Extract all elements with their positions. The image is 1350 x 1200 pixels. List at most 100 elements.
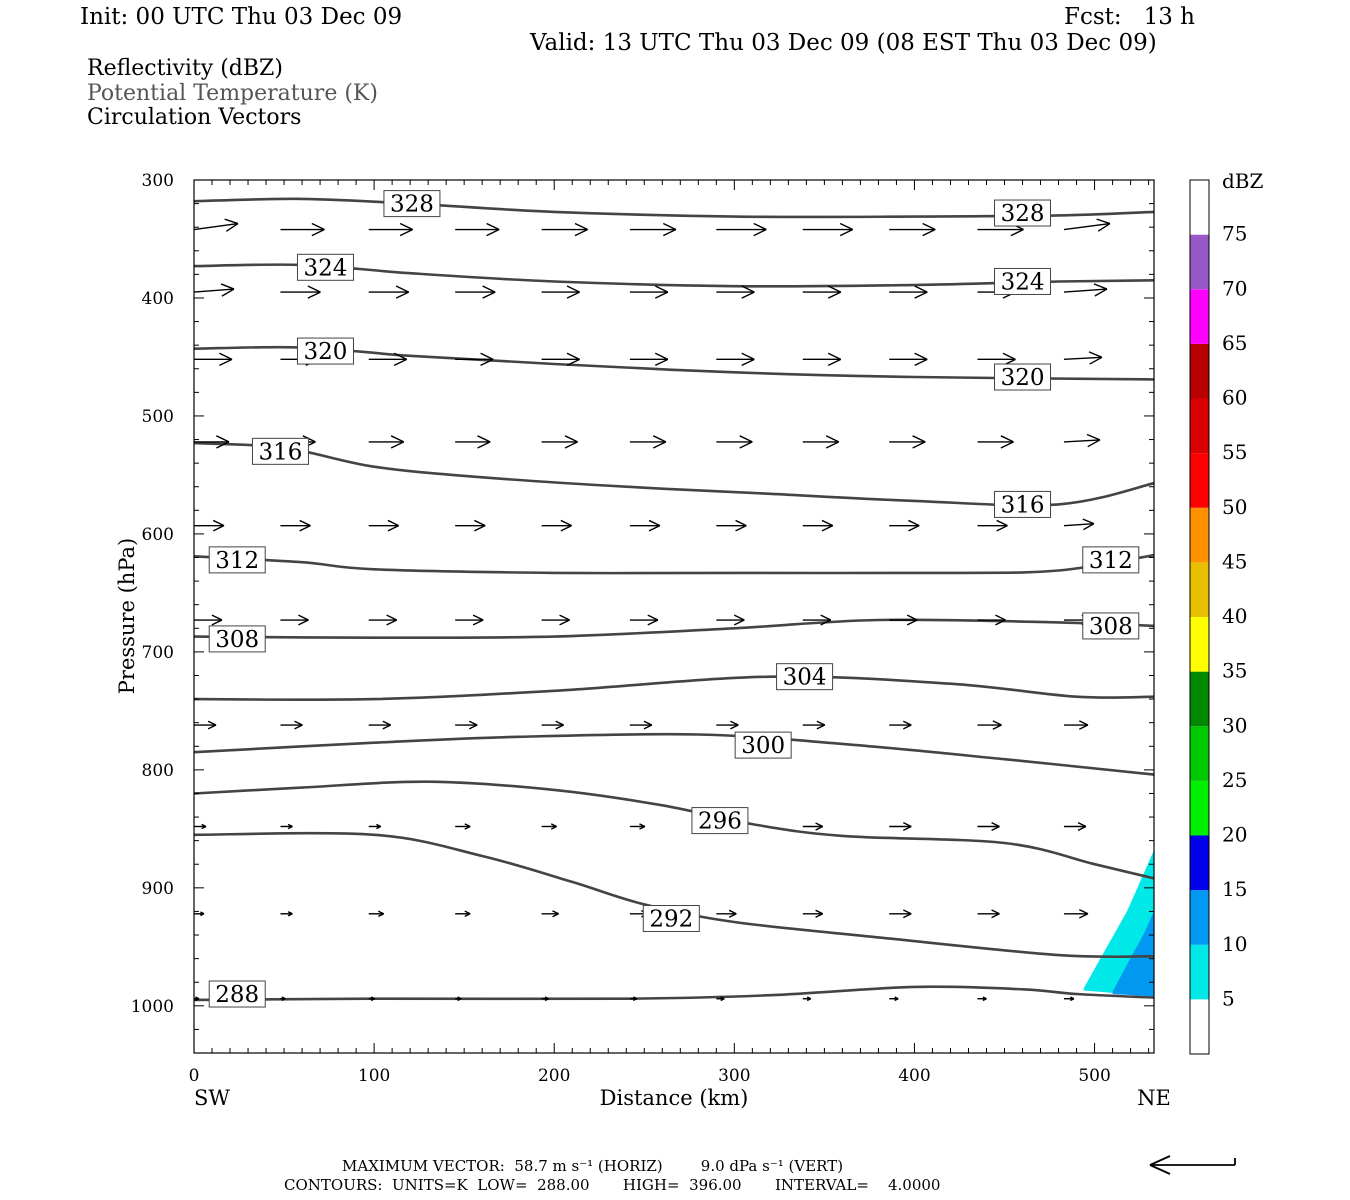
circulation-vector bbox=[802, 996, 812, 1002]
x-tick-label: 400 bbox=[898, 1066, 930, 1086]
circulation-vector bbox=[194, 352, 233, 367]
colorbar-segment bbox=[1190, 180, 1209, 235]
circulation-vector bbox=[541, 910, 559, 918]
contour-label: 324 bbox=[994, 267, 1052, 295]
svg-text:312: 312 bbox=[215, 548, 259, 574]
contour-label: 304 bbox=[776, 663, 834, 691]
contour-label: 312 bbox=[1082, 546, 1140, 574]
circulation-vector bbox=[1063, 822, 1087, 831]
circulation-vector bbox=[1063, 908, 1089, 919]
circulation-vector bbox=[716, 352, 755, 367]
circulation-vector bbox=[716, 909, 737, 918]
colorbar-level-label: 35 bbox=[1222, 659, 1247, 683]
circulation-vector bbox=[629, 519, 661, 532]
circulation-vector bbox=[977, 909, 1000, 919]
field-label-vectors: Circulation Vectors bbox=[87, 105, 302, 130]
init-time: Init: 00 UTC Thu 03 Dec 09 bbox=[80, 4, 403, 30]
colorbar-segment bbox=[1190, 562, 1209, 617]
vector-layer bbox=[193, 218, 1111, 1002]
x-axis-title: Distance (km) bbox=[600, 1086, 749, 1110]
circulation-vector bbox=[194, 614, 223, 626]
theta-contour-292 bbox=[193, 831, 1155, 959]
circulation-vector bbox=[977, 720, 1002, 730]
circulation-vector bbox=[368, 614, 398, 626]
y-tick-label: 700 bbox=[142, 643, 174, 663]
circulation-vector bbox=[455, 285, 496, 299]
x-tick-label: 300 bbox=[718, 1066, 750, 1086]
circulation-vector bbox=[1063, 518, 1095, 531]
colorbar-level-label: 60 bbox=[1222, 386, 1247, 410]
colorbar-level-label: 20 bbox=[1222, 823, 1247, 847]
theta-contour-308 bbox=[193, 618, 1155, 640]
reflectivity-area bbox=[1112, 911, 1154, 997]
contour-label: 320 bbox=[994, 363, 1052, 391]
circulation-vector bbox=[368, 996, 376, 1002]
svg-text:328: 328 bbox=[390, 192, 434, 218]
circulation-vector bbox=[977, 435, 1014, 449]
circulation-vector bbox=[368, 435, 405, 449]
colorbar-level-label: 55 bbox=[1222, 440, 1247, 464]
colorbar-segment bbox=[1190, 617, 1209, 672]
x-tick-label: 500 bbox=[1078, 1066, 1110, 1086]
theta-contour-300 bbox=[193, 732, 1155, 776]
circulation-vector bbox=[368, 823, 382, 830]
forecast-hour: Fcst: 13 h bbox=[1064, 4, 1195, 30]
circulation-vector bbox=[280, 222, 325, 237]
circulation-vector bbox=[455, 352, 494, 367]
x-tick-label: 0 bbox=[189, 1066, 200, 1086]
circulation-vector bbox=[280, 720, 303, 730]
circulation-vector bbox=[368, 910, 385, 918]
circulation-vector bbox=[194, 720, 217, 730]
circulation-vector bbox=[194, 823, 207, 830]
circulation-vector bbox=[280, 519, 311, 532]
circulation-vector bbox=[368, 720, 392, 730]
theta-contour-304 bbox=[193, 675, 1155, 702]
circulation-vector bbox=[802, 352, 842, 367]
circulation-vector bbox=[802, 822, 824, 831]
field-label-theta: Potential Temperature (K) bbox=[87, 81, 378, 106]
circulation-vector bbox=[455, 222, 500, 237]
colorbar-segment bbox=[1190, 507, 1209, 563]
contour-label: 308 bbox=[208, 625, 266, 653]
contour-label: 328 bbox=[383, 190, 441, 218]
theta-contour-layer bbox=[193, 197, 1155, 1002]
contour-label: 312 bbox=[208, 546, 266, 574]
circulation-vector bbox=[977, 519, 1008, 532]
circulation-vector bbox=[629, 285, 669, 299]
circulation-vector bbox=[716, 614, 745, 626]
reference-vector-arrow bbox=[1149, 1155, 1236, 1175]
circulation-vector bbox=[629, 823, 646, 830]
x-tick-label: 200 bbox=[538, 1066, 570, 1086]
circulation-vector bbox=[629, 720, 653, 730]
circulation-vector bbox=[368, 519, 400, 532]
circulation-vector bbox=[541, 996, 549, 1002]
colorbar-segment bbox=[1190, 398, 1209, 454]
circulation-vector bbox=[1063, 996, 1075, 1002]
circulation-vector bbox=[802, 222, 854, 237]
circulation-vector bbox=[889, 222, 936, 237]
circulation-vector bbox=[368, 222, 414, 237]
svg-text:312: 312 bbox=[1089, 548, 1133, 574]
y-tick-label: 300 bbox=[142, 171, 174, 191]
circulation-vector bbox=[629, 996, 638, 1002]
svg-text:296: 296 bbox=[698, 809, 742, 835]
y-tick-label: 1000 bbox=[131, 997, 174, 1017]
circulation-vector bbox=[802, 720, 826, 730]
svg-text:292: 292 bbox=[649, 907, 693, 933]
circulation-vector bbox=[802, 614, 832, 626]
colorbar-level-label: 25 bbox=[1222, 768, 1247, 792]
colorbar-segment bbox=[1190, 835, 1209, 891]
y-tick-label: 400 bbox=[142, 289, 174, 309]
field-label-reflectivity: Reflectivity (dBZ) bbox=[87, 56, 283, 81]
contour-label: 320 bbox=[296, 337, 354, 365]
circulation-vector bbox=[716, 996, 725, 1002]
contour-label: 316 bbox=[251, 437, 309, 465]
y-tick-label: 900 bbox=[142, 879, 174, 899]
circulation-vector bbox=[194, 911, 205, 917]
contour-info: CONTOURS: UNITS=K LOW= 288.00 HIGH= 396.… bbox=[284, 1176, 941, 1194]
circulation-vector bbox=[280, 285, 321, 299]
colorbar-level-label: 65 bbox=[1222, 331, 1247, 355]
plot-frame bbox=[193, 179, 1155, 1054]
circulation-vector bbox=[629, 614, 659, 626]
